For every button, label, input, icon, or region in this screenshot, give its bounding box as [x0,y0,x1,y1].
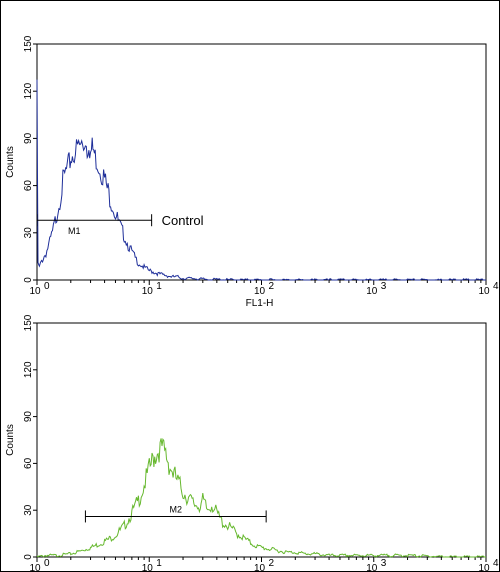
x-tick-label: 10 [366,563,378,572]
plot-area-border [36,43,487,281]
x-tick-exponent: 1 [156,281,162,292]
x-tick-label: 10 [142,563,154,572]
x-tick-exponent: 1 [156,558,162,569]
x-tick-exponent: 2 [269,281,275,292]
x-tick-label: 10 [478,563,490,572]
annotation-control: Control [162,213,204,228]
histogram-series-line [36,437,486,558]
x-tick-exponent: 0 [44,281,50,292]
x-tick-label: 10 [478,286,490,297]
y-tick-label: 150 [23,35,34,52]
gate-label: M2 [170,504,183,514]
y-tick-label: 60 [23,180,34,192]
plot-area-border [36,322,487,558]
y-axis-title: Counts [5,424,16,456]
y-tick-label: 0 [23,554,34,560]
y-tick-label: 30 [23,504,34,516]
x-tick-exponent: 4 [493,281,499,292]
y-tick-label: 150 [23,314,34,331]
x-tick-label: 10 [366,286,378,297]
histogram-series-line [36,79,486,281]
x-tick-exponent: 3 [381,558,387,569]
x-tick-label: 10 [254,286,266,297]
x-tick-label: 10 [29,286,41,297]
x-tick-label: 10 [254,563,266,572]
x-axis-title: FL1-H [246,298,274,309]
gate-label: M1 [68,226,81,236]
x-tick-label: 10 [29,563,41,572]
y-axis-title: Counts [5,146,16,178]
x-tick-exponent: 2 [269,558,275,569]
y-tick-label: 0 [23,277,34,283]
y-tick-label: 90 [23,132,34,144]
x-tick-exponent: 4 [493,558,499,569]
y-tick-label: 30 [23,227,34,239]
x-tick-exponent: 0 [44,558,50,569]
y-tick-label: 60 [23,457,34,469]
y-tick-label: 120 [23,361,34,378]
y-tick-label: 120 [23,82,34,99]
y-tick-label: 90 [23,411,34,423]
x-tick-exponent: 3 [381,281,387,292]
x-tick-label: 10 [142,286,154,297]
